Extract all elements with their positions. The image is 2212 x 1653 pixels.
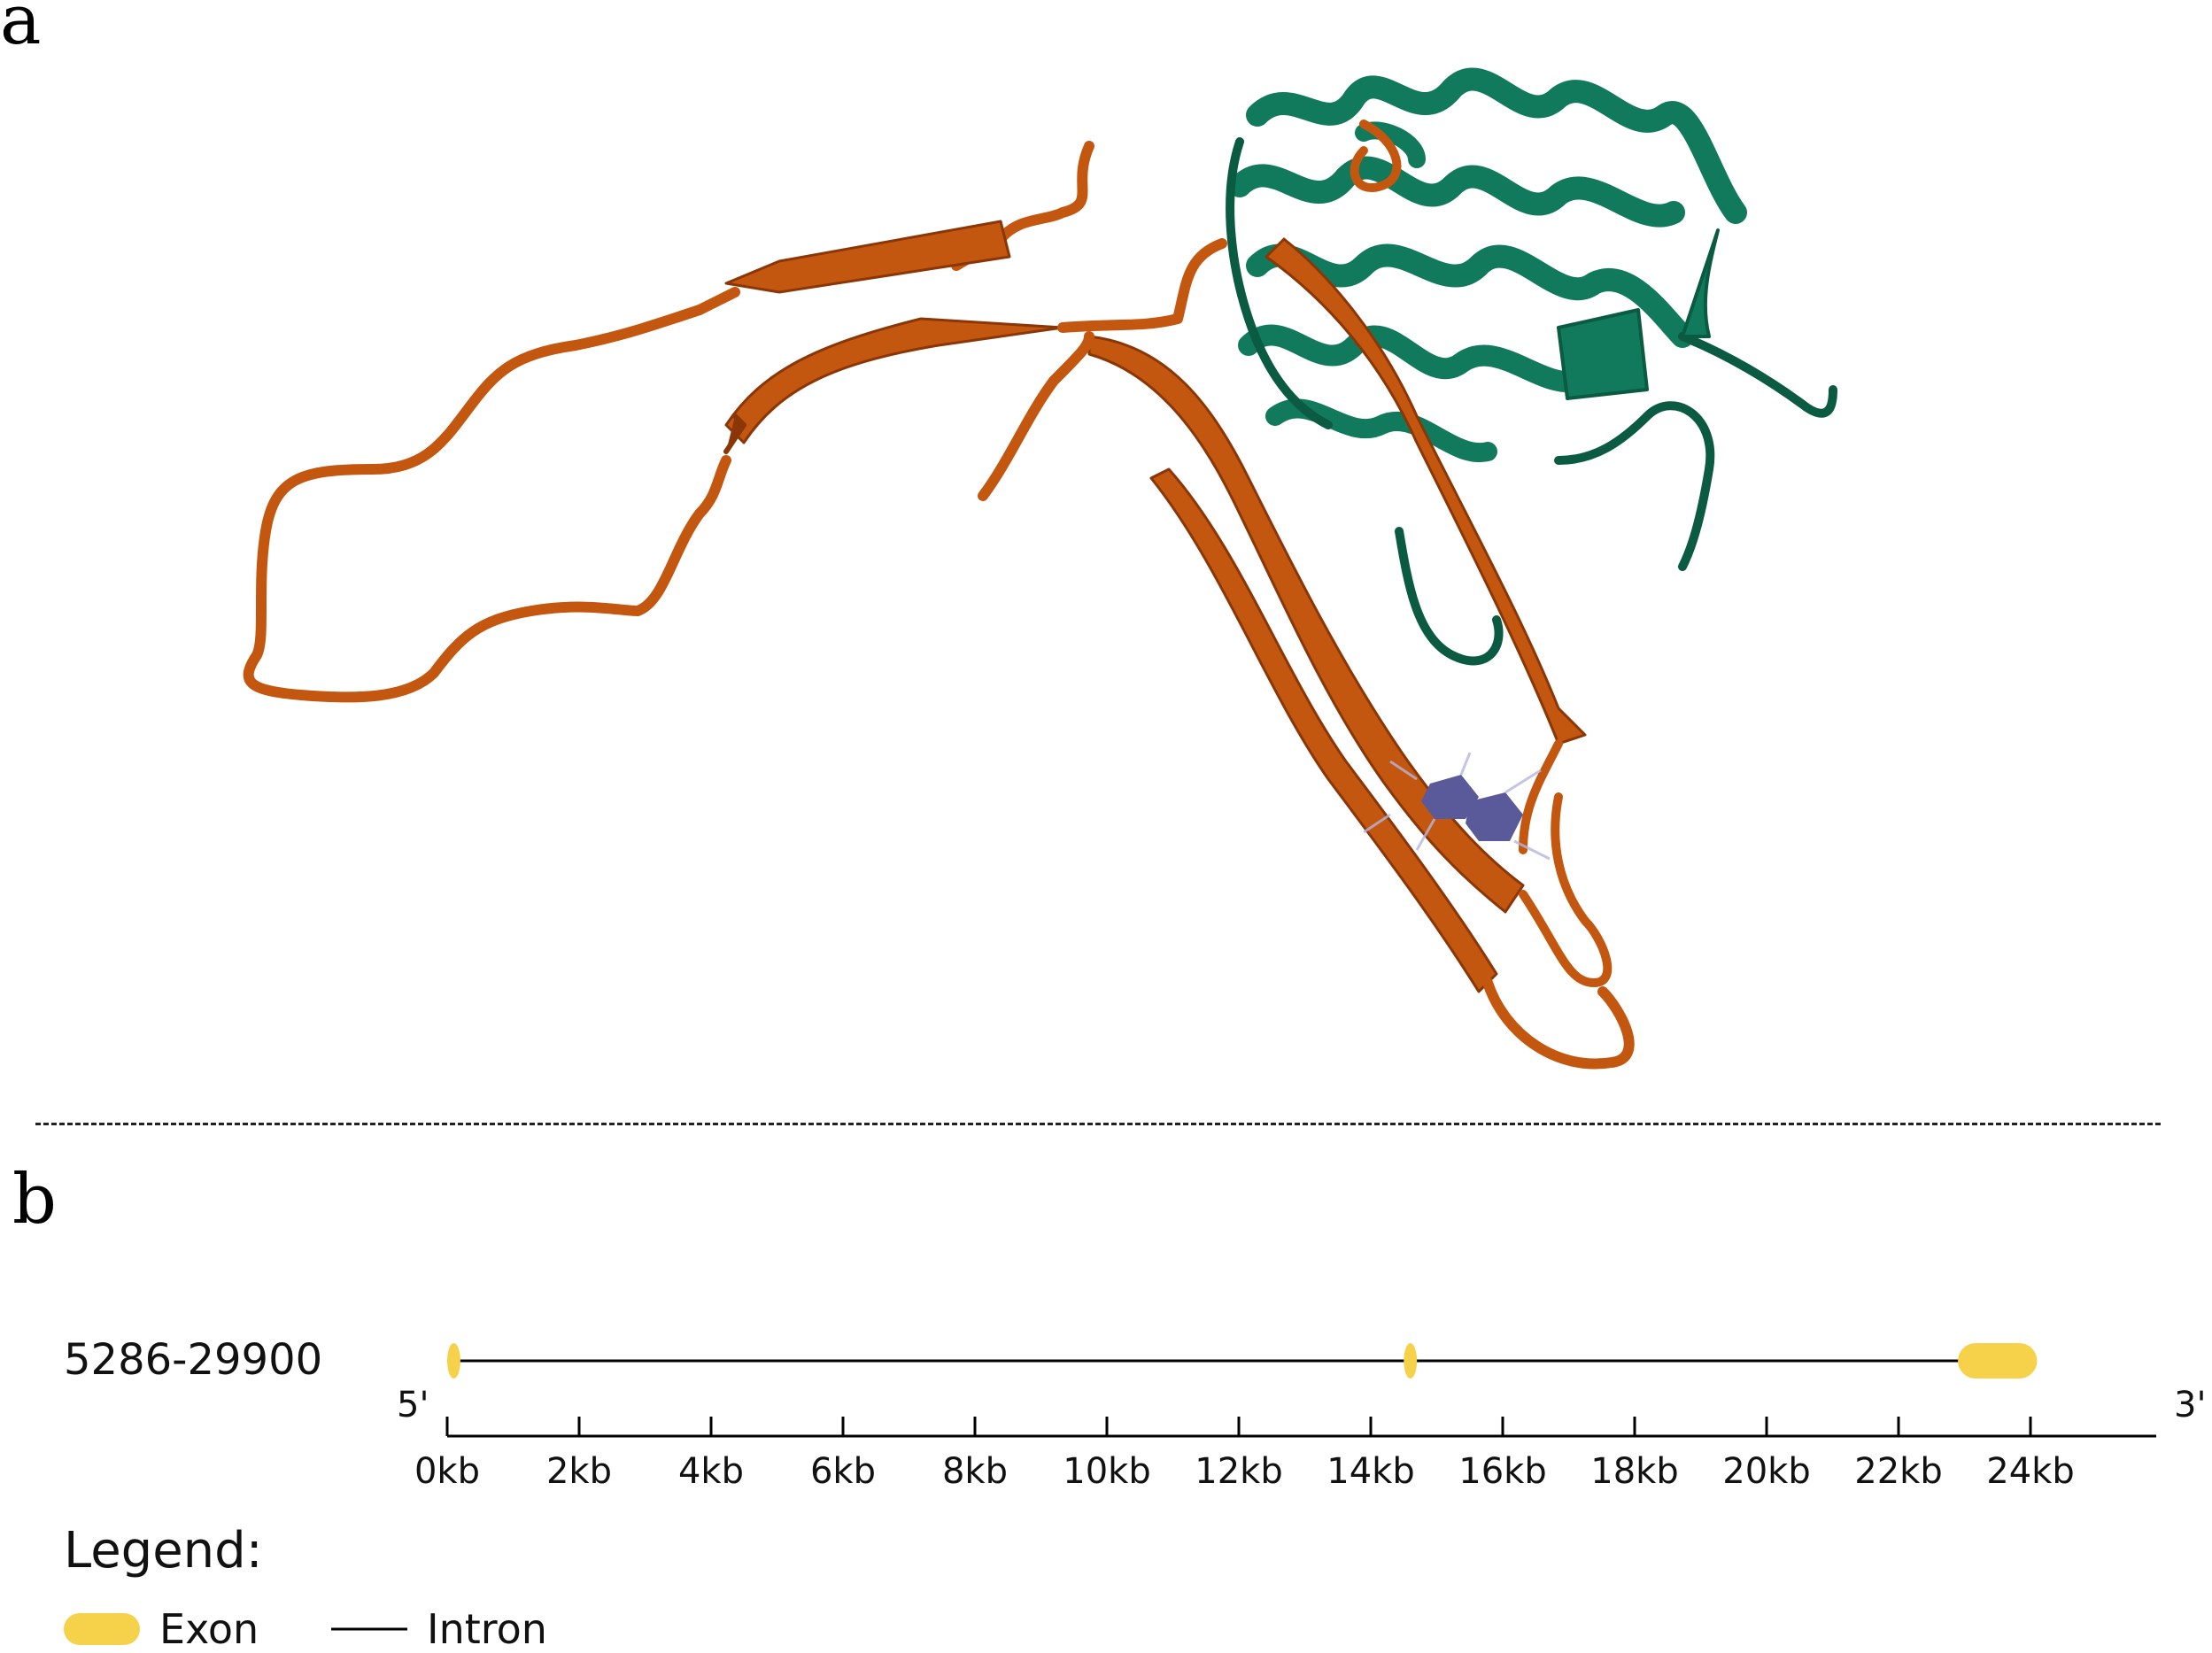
gene-id-label: 5286-29900: [64, 1335, 322, 1385]
axis-tick-label: 4kb: [678, 1451, 744, 1492]
panel-label-a: a: [0, 0, 42, 60]
legend-intron-label: Intron: [427, 1605, 547, 1653]
gene-structure-diagram: 5286-29900 5' 3' 0kb 2kb 4kb 6kb 8kb 10kb 12kb…: [64, 1335, 2206, 1653]
helix-domain: [1226, 67, 1837, 666]
helix-backbone: [1246, 67, 1747, 224]
axis-tick-label: 24kb: [1986, 1451, 2074, 1492]
strand-1: [724, 220, 1011, 294]
ligand: [1363, 752, 1551, 861]
axis-tick-label: 12kb: [1195, 1451, 1282, 1492]
axis-tick-label: 6kb: [810, 1451, 876, 1492]
axis-tick-label: 16kb: [1458, 1451, 1546, 1492]
loop-left: [951, 141, 1094, 271]
exon-block: [1958, 1343, 2038, 1379]
legend-title: Legend:: [64, 1522, 263, 1580]
strand-2: [724, 317, 1064, 444]
protein-structure-ribbon: [243, 67, 1837, 1070]
axis-tick-label: 14kb: [1326, 1451, 1414, 1492]
panel-label-b: b: [12, 1160, 57, 1240]
axis-ticks: 0kb 2kb 4kb 6kb 8kb 10kb 12kb 14kb 16kb 18kb 20kb 2…: [414, 1417, 2075, 1492]
legend-exon-swatch: [64, 1613, 140, 1645]
exon-block: [447, 1343, 460, 1379]
axis-tick-label: 22kb: [1854, 1451, 1942, 1492]
axis-tick-label: 2kb: [546, 1451, 612, 1492]
axis-tick-label: 8kb: [942, 1451, 1008, 1492]
exon-block: [1404, 1343, 1418, 1379]
axis-tick-label: 18kb: [1590, 1451, 1678, 1492]
strand-3: [1149, 467, 1498, 993]
panel-divider: [35, 1123, 2161, 1125]
strand-domain: [243, 120, 1635, 1070]
axis-tick-label: 20kb: [1722, 1451, 1810, 1492]
exon-group: [447, 1343, 2038, 1379]
axis-tick-label: 0kb: [414, 1451, 480, 1492]
three-prime-label: 3': [2174, 1385, 2206, 1425]
five-prime-label: 5': [397, 1385, 429, 1425]
legend-exon-label: Exon: [159, 1605, 259, 1653]
strand-4: [1087, 335, 1525, 914]
axis-tick-label: 10kb: [1063, 1451, 1150, 1492]
